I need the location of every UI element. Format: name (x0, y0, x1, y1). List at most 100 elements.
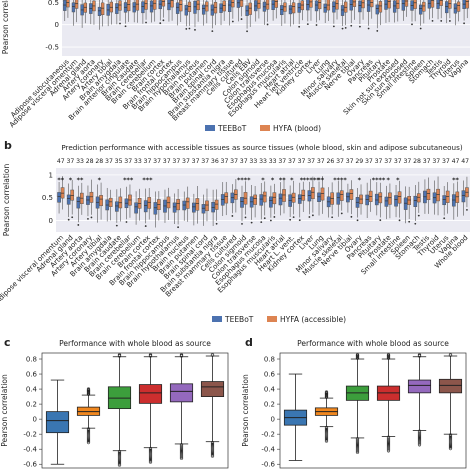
panel-c-ytick-label: 0.6 (26, 371, 38, 379)
panel-a-legend-swatch (260, 125, 270, 131)
panel-b-outlier (231, 215, 234, 217)
panel-a-ytick-label: 0.5 (48, 0, 59, 7)
panel-d-outlier (355, 441, 360, 445)
panel-d-outlier (355, 440, 360, 444)
panel-c-box (138, 384, 163, 404)
panel-a-box (265, 0, 270, 10)
panel-b-box (224, 192, 229, 204)
panel-b-box (114, 201, 119, 212)
panel-b-sample-count: 37 (336, 158, 344, 165)
panel-b-sample-count: 37 (346, 158, 354, 165)
panel-c-outlier (86, 428, 91, 432)
panel-c-outlier (179, 445, 184, 449)
panel-d-outlier (448, 437, 453, 441)
panel-a-box (213, 1, 218, 14)
panel-b-outlier (311, 214, 314, 217)
panel-a-box (396, 0, 400, 9)
panel-a-outlier (448, 20, 451, 22)
panel-d-ytick-label: 0.8 (264, 356, 275, 364)
panel-b-box (137, 197, 142, 209)
panel-d-ytick-label: -0.2 (261, 431, 275, 439)
panel-c-outlier (210, 453, 215, 457)
panel-d-outlier (386, 436, 391, 440)
panel-d-outlier (448, 436, 453, 440)
panel-b-sample-count: 33 (259, 158, 267, 165)
panel-d-outlier (448, 439, 453, 443)
panel-b-outlier (414, 222, 417, 225)
panel-a-box (340, 5, 345, 16)
panel-b-box (339, 190, 344, 201)
panel-a-legend-swatch (205, 125, 215, 131)
panel-a-outlier (231, 20, 234, 23)
panel-d-ylabel: Pearson correlation (241, 374, 250, 447)
panel-a-box (332, 1, 336, 13)
panel-b-significance: ** (317, 176, 324, 184)
panel-b-sample-count: 37 (307, 158, 315, 165)
panel-d-outlier (386, 441, 391, 446)
panel-a-box (149, 0, 154, 13)
panel-b-significance: **** (372, 176, 386, 184)
panel-b-outlier (215, 222, 218, 225)
panel-c-outlier (179, 353, 184, 357)
panel-a-box (141, 1, 145, 14)
panel-d-outlier (386, 446, 391, 450)
panel-c-box (200, 381, 225, 397)
panel-a-outlier (298, 25, 301, 28)
panel-c-outlier (210, 447, 215, 451)
panel-a-box (349, 0, 353, 11)
panel-d-outlier (355, 446, 360, 450)
panel-a-outlier (359, 25, 361, 28)
panel-b-outlier (408, 220, 411, 223)
panel-b-significance: *** (142, 176, 153, 184)
panel-b-outlier (417, 214, 420, 217)
panel-b-sample-count: 36 (211, 158, 219, 165)
panel-a-outlier (266, 23, 269, 26)
panel-a-outlier (306, 23, 309, 25)
panel-b-significance: ** (77, 176, 84, 184)
panel-a-outlier (185, 28, 188, 30)
panel-b-sample-count: 37 (394, 158, 402, 165)
panel-a-outlier (240, 18, 243, 20)
panel-c-outlier (148, 446, 153, 451)
panel-a-box (196, 0, 200, 11)
panel-c-outlier (86, 440, 91, 445)
panel-c-outlier (210, 446, 215, 450)
panel-d-outlier (417, 434, 422, 439)
panel-b-box (272, 192, 277, 205)
panel-a-legend-label: HYFA (blood) (273, 124, 321, 133)
panel-d-ytick-label: -0.6 (261, 461, 275, 469)
panel-a-box (257, 0, 261, 9)
panel-b-significance: * (271, 176, 275, 184)
panel-a-box (291, 2, 296, 14)
panel-d-outlier (417, 432, 422, 436)
panel-d-outlier (355, 353, 360, 357)
panel-d-outlier (324, 426, 329, 431)
panel-b-sample-count: 37 (240, 158, 248, 165)
panel-c-outlier (117, 452, 122, 457)
panel-c-outlier (117, 455, 122, 459)
panel-d-outlier (355, 445, 360, 449)
panel-d-outlier (324, 438, 329, 442)
panel-a-box (436, 0, 440, 9)
panel-b-box (99, 195, 103, 207)
panel-a-box (361, 0, 365, 9)
panel-b-box (89, 191, 94, 203)
panel-c-outlier (179, 443, 184, 447)
panel-c-outlier (86, 432, 91, 436)
panel-a-box (422, 1, 426, 12)
panel-b-box (320, 187, 325, 201)
panel-b-outlier (292, 216, 295, 218)
panel-b-box (182, 200, 187, 211)
panel-b-sample-count: 37 (278, 158, 286, 165)
panel-a-box (366, 0, 371, 12)
panel-a-box (153, 0, 157, 10)
panel-d-ytick-label: 0.2 (264, 401, 275, 409)
panel-d-outlier (355, 447, 360, 451)
panel-b-significance: **** (237, 176, 251, 184)
panel-d-ytick-label: -0.4 (261, 446, 275, 454)
panel-b-outlier (144, 225, 147, 227)
panel-c-outlier (86, 387, 91, 391)
panel-b-sample-count: 37 (67, 158, 75, 165)
panel-d-outlier (448, 446, 453, 451)
panel-a-box (271, 0, 275, 10)
